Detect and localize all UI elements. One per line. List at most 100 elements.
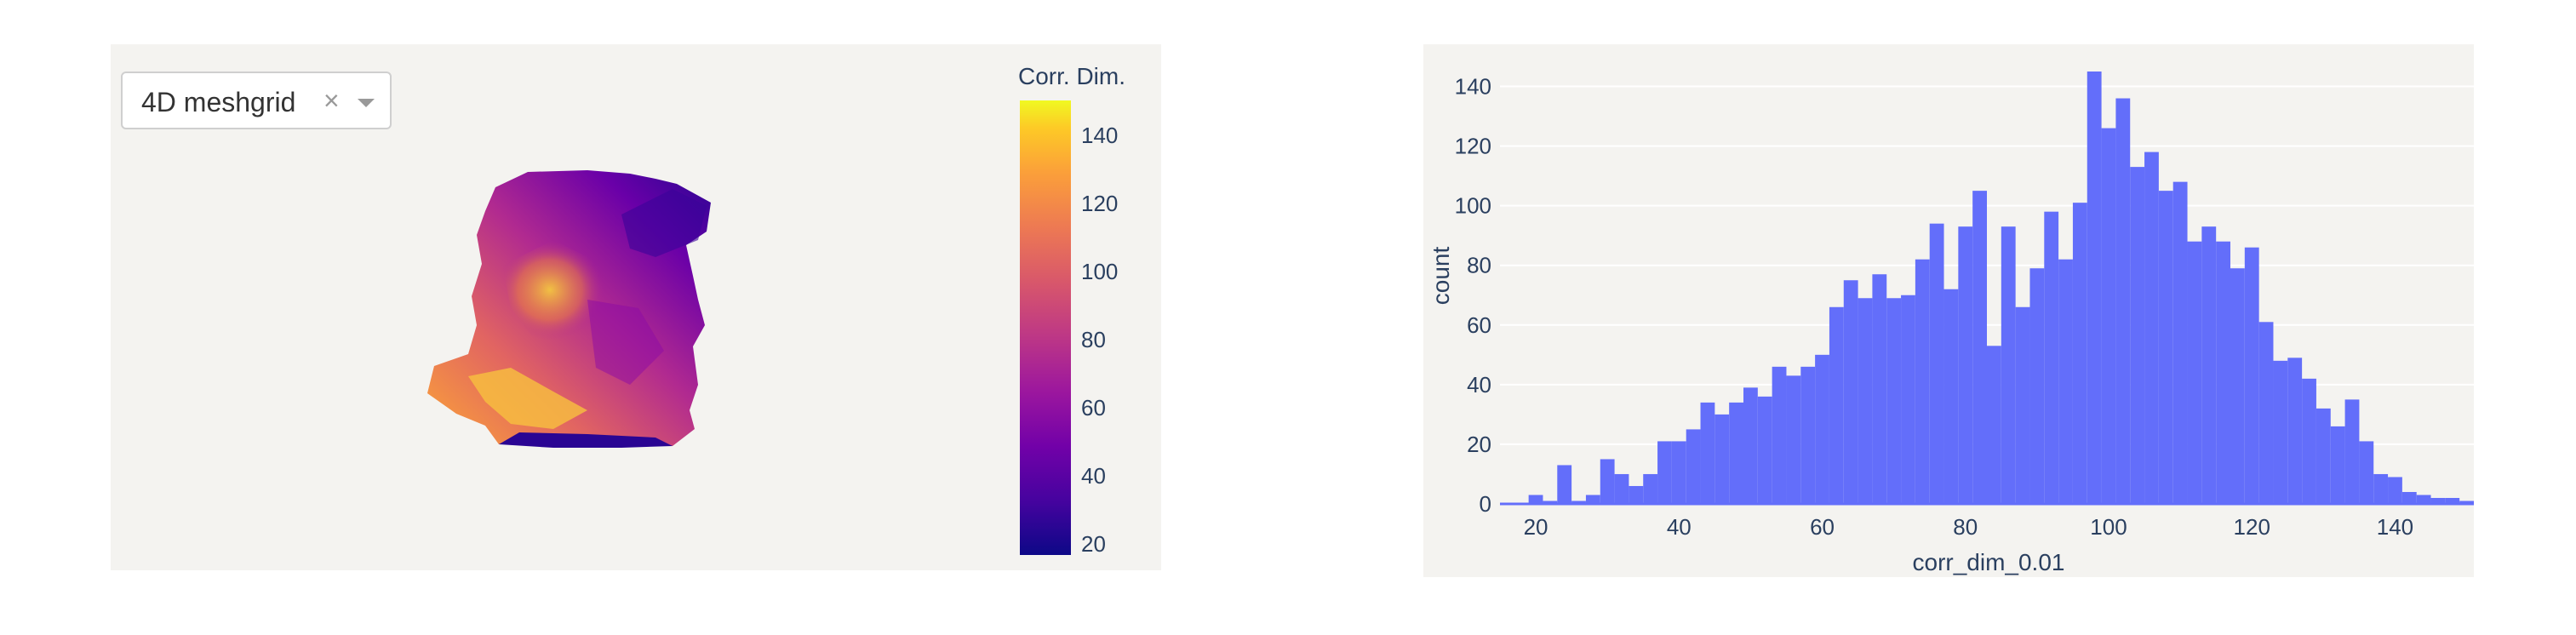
- histogram-bar[interactable]: [1800, 366, 1816, 504]
- histogram-bar[interactable]: [2101, 128, 2116, 504]
- histogram-bar[interactable]: [1557, 465, 1572, 504]
- colorbar-tick: 40: [1081, 463, 1106, 489]
- histogram-bar[interactable]: [1743, 387, 1758, 504]
- histogram-bar[interactable]: [1585, 495, 1600, 504]
- histogram-bar[interactable]: [1843, 280, 1858, 504]
- histogram-chart[interactable]: 20 40 60 80 100 120 140 0 20 40 60 80 100 120 140 cor…: [1423, 44, 2474, 577]
- histogram-bar[interactable]: [1629, 485, 1644, 504]
- histogram-bar[interactable]: [2144, 152, 2159, 504]
- histogram-bar[interactable]: [2244, 247, 2259, 504]
- histogram-bar[interactable]: [2158, 191, 2173, 504]
- colorbar-tick: 20: [1081, 531, 1106, 557]
- close-icon[interactable]: ×: [323, 85, 340, 116]
- histogram-bar[interactable]: [1571, 501, 1586, 504]
- histogram-bar[interactable]: [2316, 408, 2331, 504]
- histogram-bar[interactable]: [1972, 191, 1987, 504]
- histogram-bar[interactable]: [1543, 501, 1558, 504]
- y-tick-label: 20: [1467, 432, 1491, 457]
- x-axis-ticks: 20 40 60 80 100 120 140: [1524, 514, 2414, 540]
- histogram-bar[interactable]: [1657, 441, 1672, 504]
- y-tick-label: 120: [1455, 134, 1491, 159]
- dataset-dropdown[interactable]: 4D meshgrid ×: [121, 72, 392, 129]
- colorbar: [1020, 100, 1071, 555]
- histogram-bar[interactable]: [1757, 396, 1772, 504]
- histogram-bar[interactable]: [2401, 491, 2417, 504]
- histogram-bar[interactable]: [1643, 473, 1658, 504]
- y-tick-label: 60: [1467, 312, 1491, 338]
- histogram-bar[interactable]: [1987, 346, 2001, 504]
- histogram-bar[interactable]: [1872, 274, 1887, 504]
- histogram-bar[interactable]: [1786, 375, 1801, 504]
- histogram-bar[interactable]: [2459, 501, 2474, 504]
- mesh-3d-surface[interactable]: [111, 44, 1161, 570]
- histogram-bar[interactable]: [1600, 459, 1615, 504]
- colorbar-title: Corr. Dim.: [1018, 63, 1125, 89]
- x-tick-label: 80: [1953, 514, 1978, 540]
- histogram-bars: [1500, 72, 2474, 506]
- histogram-bar[interactable]: [2072, 203, 2087, 504]
- histogram-bar[interactable]: [1886, 298, 1902, 504]
- histogram-bar[interactable]: [1901, 295, 1915, 504]
- histogram-bar[interactable]: [1686, 429, 1701, 504]
- histogram-bar[interactable]: [1729, 402, 1743, 504]
- histogram-bar[interactable]: [1528, 495, 1543, 504]
- histogram-bar[interactable]: [1700, 402, 1715, 504]
- y-tick-label: 140: [1455, 74, 1491, 100]
- histogram-bar[interactable]: [2344, 399, 2360, 504]
- histogram-bar[interactable]: [2172, 181, 2188, 505]
- x-tick-label: 40: [1667, 514, 1692, 540]
- histogram-panel: 20 40 60 80 100 120 140 0 20 40 60 80 100 120 140 cor…: [1423, 44, 2474, 577]
- y-axis-label: count: [1428, 247, 1454, 306]
- histogram-bar[interactable]: [2359, 441, 2374, 504]
- chevron-down-icon[interactable]: [358, 99, 375, 107]
- y-tick-label: 100: [1455, 193, 1491, 219]
- histogram-bar[interactable]: [2430, 497, 2446, 504]
- histogram-bar[interactable]: [1671, 441, 1686, 504]
- dropdown-value: 4D meshgrid: [141, 87, 296, 117]
- colorbar-tick: 120: [1081, 191, 1119, 216]
- histogram-bar[interactable]: [2130, 167, 2145, 504]
- mesh-plot-panel: 4D meshgrid × Corr. Dim. 140 12: [111, 44, 1161, 570]
- histogram-bar[interactable]: [1958, 226, 1973, 504]
- colorbar-tick: 140: [1081, 123, 1119, 148]
- histogram-bar[interactable]: [1858, 298, 1873, 504]
- y-tick-label: 40: [1467, 372, 1491, 398]
- histogram-bar[interactable]: [2001, 226, 2016, 504]
- histogram-bar[interactable]: [2087, 72, 2102, 504]
- histogram-bar[interactable]: [2258, 322, 2274, 504]
- colorbar-tick: 100: [1081, 259, 1119, 284]
- histogram-bar[interactable]: [2445, 497, 2460, 504]
- histogram-bar[interactable]: [1614, 473, 1629, 504]
- x-tick-label: 20: [1524, 514, 1548, 540]
- histogram-bar[interactable]: [2388, 477, 2402, 504]
- histogram-bar[interactable]: [2216, 241, 2230, 504]
- histogram-bar[interactable]: [2230, 268, 2245, 504]
- histogram-bar[interactable]: [1772, 366, 1787, 504]
- histogram-bar[interactable]: [2058, 259, 2073, 504]
- histogram-bar[interactable]: [1915, 259, 1930, 504]
- histogram-bar[interactable]: [2287, 358, 2303, 504]
- histogram-bar[interactable]: [1815, 354, 1829, 504]
- histogram-bar[interactable]: [1829, 306, 1844, 504]
- y-axis-ticks: 0 20 40 60 80 100 120 140: [1455, 74, 1491, 517]
- histogram-bar[interactable]: [1714, 414, 1730, 504]
- histogram-bar[interactable]: [2201, 226, 2217, 504]
- histogram-bar[interactable]: [2029, 268, 2045, 504]
- y-tick-label: 0: [1480, 491, 1491, 517]
- x-tick-label: 60: [1810, 514, 1835, 540]
- histogram-bar[interactable]: [2330, 426, 2345, 504]
- histogram-bar[interactable]: [2273, 360, 2288, 504]
- histogram-bar[interactable]: [2416, 495, 2431, 504]
- histogram-bar[interactable]: [2015, 306, 2030, 504]
- colorbar-tick: 60: [1081, 395, 1106, 420]
- histogram-bar[interactable]: [2187, 241, 2202, 504]
- x-axis-label: corr_dim_0.01: [1913, 549, 2065, 575]
- y-tick-label: 80: [1467, 253, 1491, 278]
- x-tick-label: 140: [2377, 514, 2413, 540]
- histogram-bar[interactable]: [2115, 98, 2131, 504]
- histogram-bar[interactable]: [2302, 378, 2316, 504]
- histogram-bar[interactable]: [2044, 211, 2059, 505]
- histogram-bar[interactable]: [1929, 223, 1944, 504]
- histogram-bar[interactable]: [1943, 289, 1959, 504]
- histogram-bar[interactable]: [2373, 473, 2389, 504]
